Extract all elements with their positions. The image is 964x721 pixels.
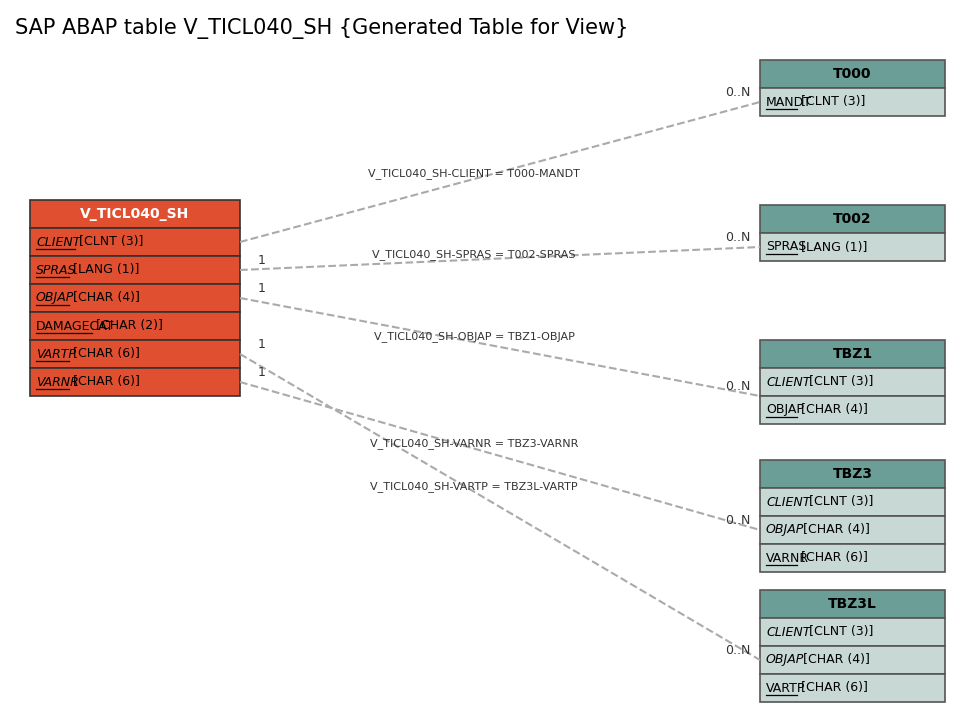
Text: [CHAR (6)]: [CHAR (6)] <box>68 376 140 389</box>
Text: [CLNT (3)]: [CLNT (3)] <box>805 495 873 508</box>
Bar <box>760 368 945 396</box>
Text: CLIENT: CLIENT <box>766 626 811 639</box>
Bar <box>760 396 945 424</box>
Text: V_TICL040_SH: V_TICL040_SH <box>80 207 190 221</box>
Text: [CHAR (4)]: [CHAR (4)] <box>798 653 870 666</box>
Text: OBJAP: OBJAP <box>766 404 804 417</box>
Text: [CLNT (3)]: [CLNT (3)] <box>75 236 144 249</box>
Text: 1: 1 <box>258 282 266 295</box>
Text: [CHAR (4)]: [CHAR (4)] <box>797 404 868 417</box>
Text: 0..N: 0..N <box>725 644 750 657</box>
Text: [LANG (1)]: [LANG (1)] <box>68 263 139 276</box>
Bar <box>760 205 945 233</box>
Bar <box>30 200 240 228</box>
Text: CLIENT: CLIENT <box>36 236 80 249</box>
Text: CLIENT: CLIENT <box>766 376 811 389</box>
Text: V_TICL040_SH-VARNR = TBZ3-VARNR: V_TICL040_SH-VARNR = TBZ3-VARNR <box>370 438 578 448</box>
Text: 0..N: 0..N <box>725 380 750 393</box>
Text: 1: 1 <box>258 254 266 267</box>
Text: DAMAGECAT: DAMAGECAT <box>36 319 115 332</box>
Text: 0..N: 0..N <box>725 514 750 527</box>
Bar <box>760 618 945 646</box>
Text: [CHAR (6)]: [CHAR (6)] <box>797 681 868 694</box>
Bar <box>30 340 240 368</box>
Bar <box>760 88 945 116</box>
Text: SPRAS: SPRAS <box>766 241 806 254</box>
Text: [CHAR (2)]: [CHAR (2)] <box>92 319 163 332</box>
Text: V_TICL040_SH-VARTP = TBZ3L-VARTP: V_TICL040_SH-VARTP = TBZ3L-VARTP <box>370 481 577 492</box>
Bar <box>760 233 945 261</box>
Bar <box>760 340 945 368</box>
Text: [CLNT (3)]: [CLNT (3)] <box>805 376 873 389</box>
Text: [CHAR (4)]: [CHAR (4)] <box>798 523 870 536</box>
Bar <box>760 674 945 702</box>
Text: [CLNT (3)]: [CLNT (3)] <box>805 626 873 639</box>
Text: T000: T000 <box>833 67 871 81</box>
Text: CLIENT: CLIENT <box>766 495 811 508</box>
Bar <box>30 228 240 256</box>
Bar <box>760 60 945 88</box>
Bar <box>30 284 240 312</box>
Text: VARNR: VARNR <box>36 376 79 389</box>
Text: V_TICL040_SH-OBJAP = TBZ1-OBJAP: V_TICL040_SH-OBJAP = TBZ1-OBJAP <box>374 331 575 342</box>
Text: VARTP: VARTP <box>36 348 76 360</box>
Text: OBJAP: OBJAP <box>766 523 804 536</box>
Text: 0..N: 0..N <box>725 86 750 99</box>
Text: SAP ABAP table V_TICL040_SH {Generated Table for View}: SAP ABAP table V_TICL040_SH {Generated T… <box>15 18 629 39</box>
Bar <box>30 256 240 284</box>
Text: [CLNT (3)]: [CLNT (3)] <box>797 95 866 108</box>
Bar <box>760 460 945 488</box>
Text: TBZ1: TBZ1 <box>833 347 872 361</box>
Bar <box>760 516 945 544</box>
Text: T002: T002 <box>833 212 871 226</box>
Text: 1: 1 <box>258 338 266 351</box>
Text: VARTP: VARTP <box>766 681 805 694</box>
Text: [CHAR (6)]: [CHAR (6)] <box>68 348 140 360</box>
Text: VARNR: VARNR <box>766 552 809 565</box>
Bar <box>760 590 945 618</box>
Bar <box>760 488 945 516</box>
Text: 1: 1 <box>258 366 266 379</box>
Text: [CHAR (6)]: [CHAR (6)] <box>797 552 868 565</box>
Bar <box>30 312 240 340</box>
Bar <box>30 368 240 396</box>
Text: 0..N: 0..N <box>725 231 750 244</box>
Text: OBJAP: OBJAP <box>766 653 804 666</box>
Text: TBZ3: TBZ3 <box>833 467 872 481</box>
Text: V_TICL040_SH-SPRAS = T002-SPRAS: V_TICL040_SH-SPRAS = T002-SPRAS <box>372 249 576 260</box>
Text: SPRAS: SPRAS <box>36 263 76 276</box>
Text: [LANG (1)]: [LANG (1)] <box>797 241 868 254</box>
Text: TBZ3L: TBZ3L <box>828 597 877 611</box>
Text: V_TICL040_SH-CLIENT = T000-MANDT: V_TICL040_SH-CLIENT = T000-MANDT <box>368 168 580 179</box>
Text: [CHAR (4)]: [CHAR (4)] <box>68 291 140 304</box>
Text: OBJAP: OBJAP <box>36 291 74 304</box>
Bar <box>760 646 945 674</box>
Text: MANDT: MANDT <box>766 95 812 108</box>
Bar <box>760 544 945 572</box>
